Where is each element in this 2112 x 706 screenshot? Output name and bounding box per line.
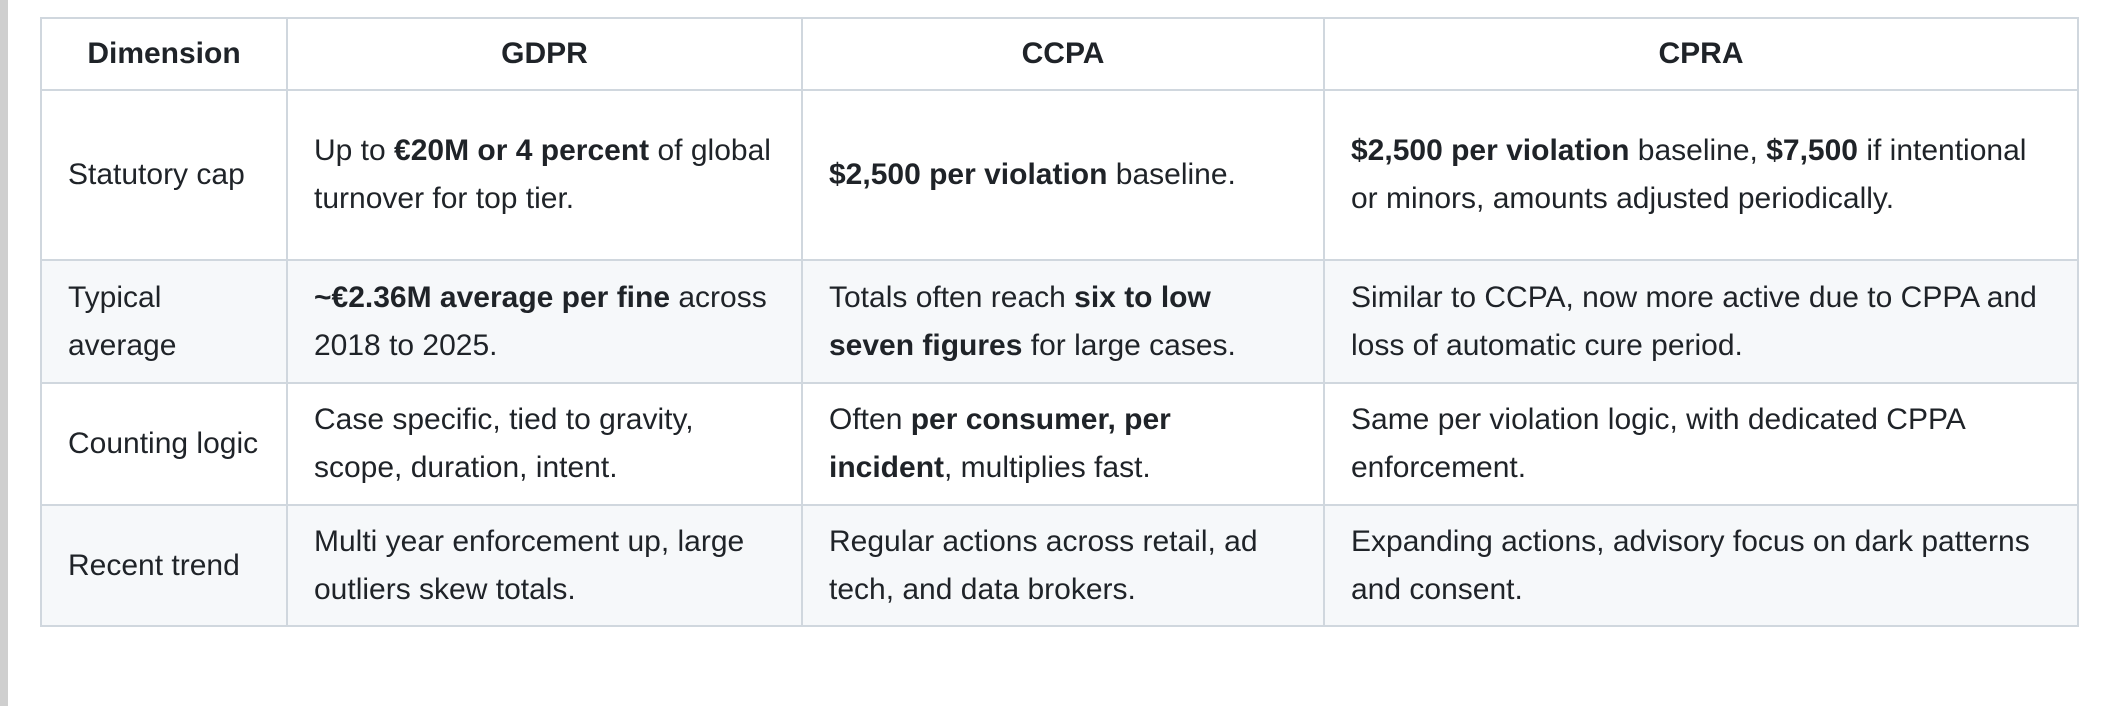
ccpa-cell: $2,500 per violation baseline. [801,89,1325,261]
text: Up to [314,134,395,167]
cpra-cell: Same per violation logic, with dedicated… [1323,382,2079,506]
text: Multi year enforcement up, large outlier… [314,524,745,606]
dimension-cell: Counting logic [40,382,288,506]
bold-text: $2,500 per violation [1351,134,1630,167]
text: baseline, [1629,134,1767,167]
gdpr-cell: Multi year enforcement up, large outlier… [286,504,803,627]
text: of global turnover for top tier. [314,134,771,215]
ccpa-cell: Often per consumer, per incident, multip… [801,382,1325,506]
text: Expanding actions, advisory focus on dar… [1351,524,2030,606]
header-cpra: CPRA [1323,17,2079,91]
text: Regular actions across retail, ad tech, … [829,524,1258,606]
table-row: Recent trend Multi year enforcement up, l… [40,504,2079,627]
gdpr-cell: ~€2.36M average per fine across 2018 to … [286,259,803,384]
bold-text: €20M or 4 percent [394,134,650,167]
table-row: Counting logic Case specific, tied to gra… [40,382,2079,506]
bold-text: $7,500 [1766,134,1858,167]
dimension-cell: Recent trend [40,504,288,627]
text: if intentional or minors, amounts adjust… [1351,134,2027,215]
text: baseline. [1107,158,1236,191]
header-row: Dimension GDPR CCPA CPRA [40,17,2079,91]
text: , multiplies fast. [944,451,1151,484]
text: Same per violation logic, with dedicated… [1351,403,1965,484]
bold-text: ~€2.36M average per fine [314,280,671,314]
text: Case specific, tied to gravity, scope, d… [314,403,694,484]
header-ccpa: CCPA [801,17,1325,91]
cpra-cell: $2,500 per violation baseline, $7,500 if… [1323,89,2079,261]
bold-text: per consumer, per incident [829,403,1171,484]
text: Totals often reach [829,280,1075,314]
dimension-cell: Statutory cap [40,89,288,261]
cpra-cell: Similar to CCPA, now more active due to … [1323,259,2079,384]
ccpa-cell: Totals often reach six to low seven figu… [801,259,1325,384]
text: across 2018 to 2025. [314,280,767,362]
ccpa-cell: Regular actions across retail, ad tech, … [801,504,1325,627]
text: Similar to CCPA, now more active due to … [1351,280,2037,362]
comparison-table: Dimension GDPR CCPA CPRA Statutory cap Up… [40,17,2079,627]
cpra-cell: Expanding actions, advisory focus on dar… [1323,504,2079,627]
gdpr-cell: Case specific, tied to gravity, scope, d… [286,382,803,506]
header-gdpr: GDPR [286,17,803,91]
text: for large cases. [1022,328,1236,362]
dimension-cell: Typical average [40,259,288,384]
table-row: Typical average ~€2.36M average per fine … [40,259,2079,384]
scrollbar-edge [0,0,8,706]
gdpr-cell: Up to €20M or 4 percent of global turnov… [286,89,803,261]
text: Often [829,403,911,436]
header-dimension: Dimension [40,17,288,91]
bold-text: six to low seven figures [829,280,1211,362]
bold-text: $2,500 per violation [829,158,1108,191]
table-row: Statutory cap Up to €20M or 4 percent of … [40,89,2079,261]
